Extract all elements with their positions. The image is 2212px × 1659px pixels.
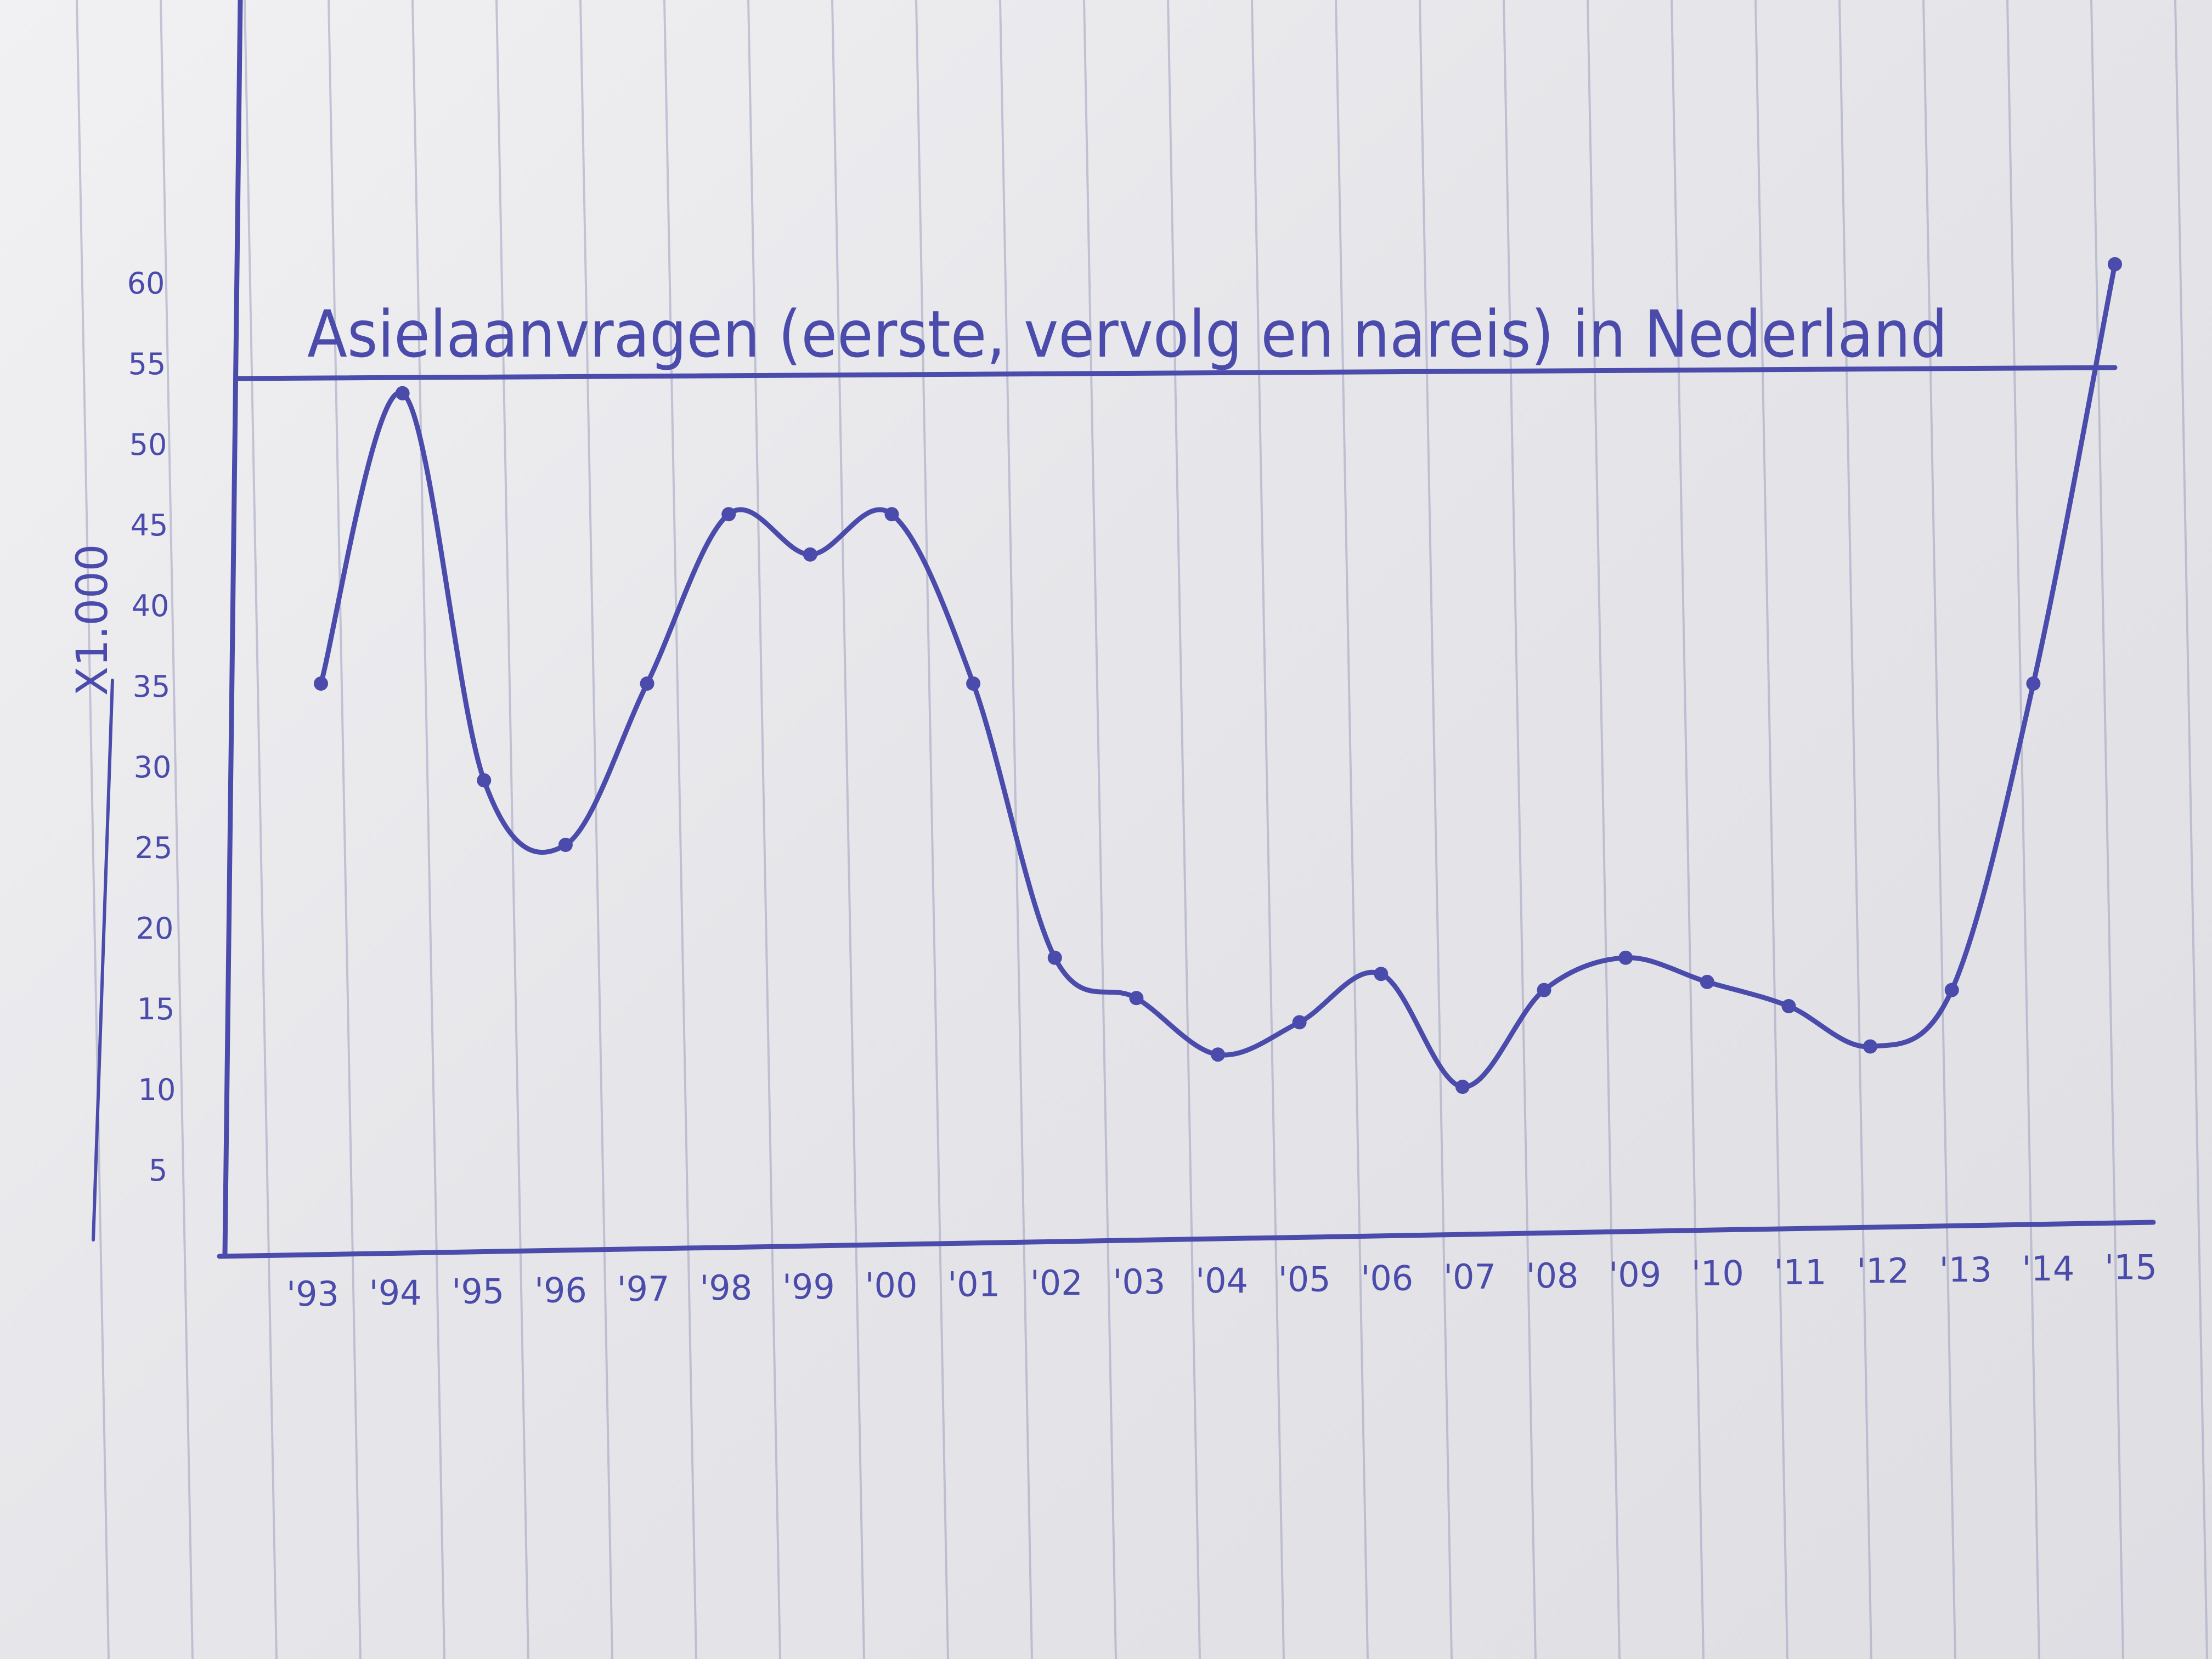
ruled-line xyxy=(328,0,362,1659)
notebook-ruled-lines xyxy=(76,0,2208,1659)
x-tick-label: '11 xyxy=(1774,1252,1826,1292)
x-tick-label: '14 xyxy=(2022,1249,2074,1289)
series-line xyxy=(318,262,2118,1090)
x-tick-label: '15 xyxy=(2104,1248,2157,1288)
ruled-line xyxy=(1922,0,1956,1659)
data-point xyxy=(477,773,492,788)
ruled-line xyxy=(495,0,529,1659)
data-point xyxy=(1292,1015,1307,1030)
x-tick-label: '04 xyxy=(1195,1261,1248,1301)
y-axis-label: X1.000 xyxy=(68,544,117,696)
data-point xyxy=(1374,967,1389,981)
ruled-line xyxy=(2174,0,2208,1659)
ruled-line xyxy=(663,0,697,1659)
x-axis-line xyxy=(217,1220,2156,1259)
y-tick-label: 5 xyxy=(149,1153,167,1188)
ruled-line xyxy=(1251,0,1285,1659)
x-tick-label: '97 xyxy=(617,1269,670,1309)
ruled-line xyxy=(2006,0,2040,1659)
y-tick-label: 30 xyxy=(134,750,172,785)
ruled-line xyxy=(1503,0,1537,1659)
x-tick-label: '12 xyxy=(1857,1251,1909,1291)
data-point xyxy=(1129,991,1144,1006)
data-point xyxy=(1047,950,1062,965)
ruled-line xyxy=(1838,0,1872,1659)
x-tick-label: '10 xyxy=(1691,1254,1744,1294)
ruled-line xyxy=(1335,0,1369,1659)
data-point xyxy=(966,676,981,691)
x-tick-label: '00 xyxy=(865,1266,917,1306)
data-point xyxy=(2026,676,2041,691)
data-point xyxy=(721,507,736,522)
x-tick-label: '07 xyxy=(1443,1257,1496,1297)
x-tick-label: '01 xyxy=(947,1264,1000,1304)
x-tick-label: '96 xyxy=(534,1270,587,1310)
data-series xyxy=(314,257,2122,1094)
ruled-line xyxy=(160,0,194,1659)
data-point xyxy=(1944,983,1959,997)
y-tick-label: 45 xyxy=(131,508,168,543)
ruled-line xyxy=(915,0,949,1659)
ruled-line xyxy=(76,0,110,1659)
data-point xyxy=(1211,1047,1225,1062)
x-tick-label: '94 xyxy=(369,1273,422,1313)
ruled-line xyxy=(1587,0,1621,1659)
data-point xyxy=(1863,1039,1878,1054)
x-tick-label: '98 xyxy=(699,1268,752,1308)
data-point xyxy=(1618,950,1633,965)
ruled-line xyxy=(579,0,613,1659)
y-tick-label: 10 xyxy=(138,1073,176,1107)
x-tick-label: '06 xyxy=(1361,1258,1413,1298)
y-tick-label: 50 xyxy=(129,427,167,462)
data-point xyxy=(1537,983,1551,997)
y-tick-label: 20 xyxy=(136,911,174,946)
plot-border-left xyxy=(222,0,243,1256)
data-point xyxy=(1781,999,1796,1013)
x-tick-label: '05 xyxy=(1278,1260,1331,1300)
ruled-line xyxy=(2090,0,2124,1659)
y-tick-label: 35 xyxy=(133,669,171,704)
x-tick-label: '02 xyxy=(1030,1263,1083,1303)
data-point xyxy=(314,676,328,691)
data-point xyxy=(640,676,654,691)
ruled-line xyxy=(244,0,278,1659)
ruled-line xyxy=(831,0,865,1659)
y-tick-label: 15 xyxy=(137,992,175,1026)
data-point xyxy=(884,507,899,522)
x-tick-label: '95 xyxy=(452,1272,504,1312)
y-tick-label: 40 xyxy=(132,589,170,623)
title-underline xyxy=(233,365,2118,381)
y-tick-label: 25 xyxy=(135,831,173,865)
data-point xyxy=(2108,257,2122,272)
ruled-line xyxy=(1754,0,1788,1659)
y-tick-label: 60 xyxy=(127,266,165,301)
y-tick-label: 55 xyxy=(128,347,166,381)
x-tick-label: '99 xyxy=(782,1267,835,1307)
x-tick-label: '13 xyxy=(1939,1250,1992,1290)
x-tick-label: '09 xyxy=(1609,1255,1661,1295)
data-point xyxy=(395,386,410,400)
ruled-line xyxy=(1419,0,1453,1659)
x-tick-label: '03 xyxy=(1113,1262,1165,1302)
x-tick-labels: '93 '94 '95 '96 '97 '98 '99 '00 '01 '02 '03 '04 '05 '… xyxy=(286,1248,2157,1314)
data-point xyxy=(1700,974,1714,989)
ruled-line xyxy=(411,0,445,1659)
x-tick-label: '93 xyxy=(286,1274,339,1314)
y-tick-labels: 5 10 15 20 25 30 35 40 45 50 55 60 xyxy=(127,266,176,1188)
ruled-line xyxy=(1167,0,1201,1659)
data-point xyxy=(1455,1080,1470,1094)
x-tick-label: '08 xyxy=(1526,1256,1579,1296)
ruled-line xyxy=(1671,0,1705,1659)
chart-title: Asielaanvragen (eerste, vervolg en narei… xyxy=(307,296,1948,372)
ruled-line xyxy=(747,0,781,1659)
ruled-line xyxy=(1083,0,1117,1659)
data-point xyxy=(803,547,817,562)
y-label-bracket xyxy=(92,679,114,1242)
data-point xyxy=(558,838,573,852)
